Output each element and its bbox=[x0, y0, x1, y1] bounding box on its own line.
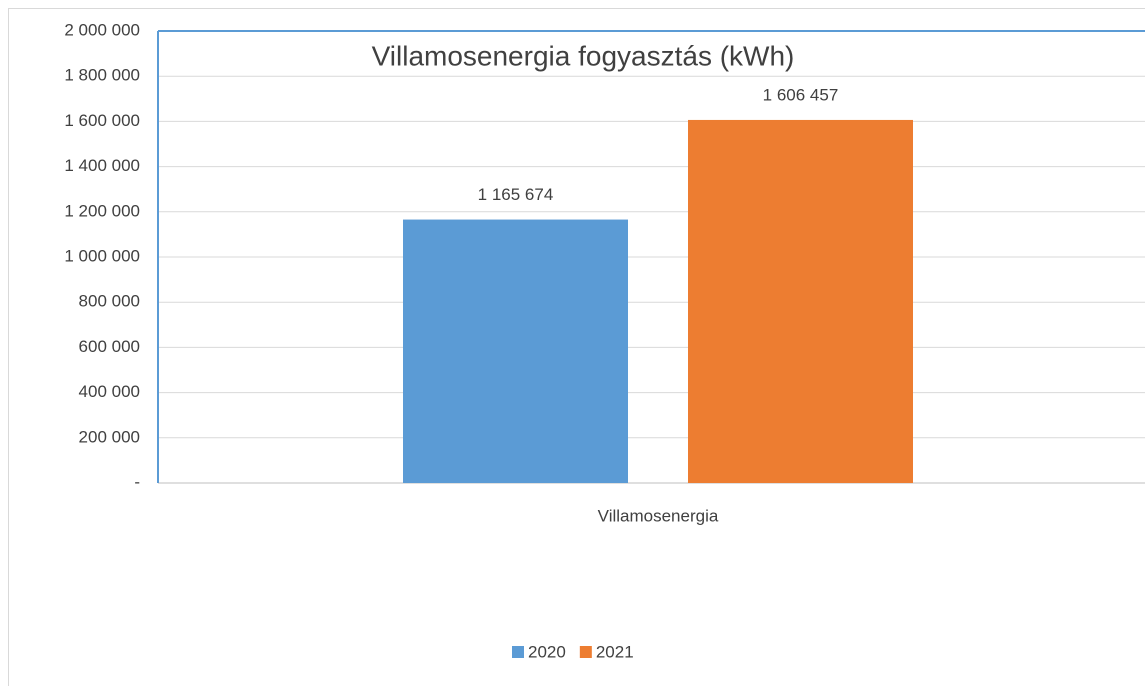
legend-swatch bbox=[512, 646, 524, 658]
y-tick-label: 400 000 bbox=[79, 382, 140, 401]
x-tick-label: Villamosenergia bbox=[598, 506, 719, 525]
y-tick-label: 1 600 000 bbox=[64, 111, 140, 130]
bar bbox=[403, 219, 628, 483]
data-label: 1 165 674 bbox=[478, 185, 554, 204]
legend-label: 2021 bbox=[596, 642, 634, 661]
legend-label: 2020 bbox=[528, 642, 566, 661]
data-label: 1 606 457 bbox=[763, 85, 839, 104]
y-tick-label: 600 000 bbox=[79, 337, 140, 356]
y-tick-label: 800 000 bbox=[79, 292, 140, 311]
y-tick-label: - bbox=[134, 472, 140, 491]
y-tick-label: 1 000 000 bbox=[64, 246, 140, 265]
y-tick-label: 2 000 000 bbox=[64, 20, 140, 39]
chart-border bbox=[8, 8, 1145, 686]
y-tick-label: 1 200 000 bbox=[64, 201, 140, 220]
y-tick-label: 200 000 bbox=[79, 427, 140, 446]
y-tick-label: 1 800 000 bbox=[64, 66, 140, 85]
bar bbox=[688, 119, 913, 483]
legend-swatch bbox=[579, 646, 592, 658]
chart-title: Villamosenergia fogyasztás (kWh) bbox=[372, 40, 795, 71]
y-tick-label: 1 400 000 bbox=[64, 156, 140, 175]
